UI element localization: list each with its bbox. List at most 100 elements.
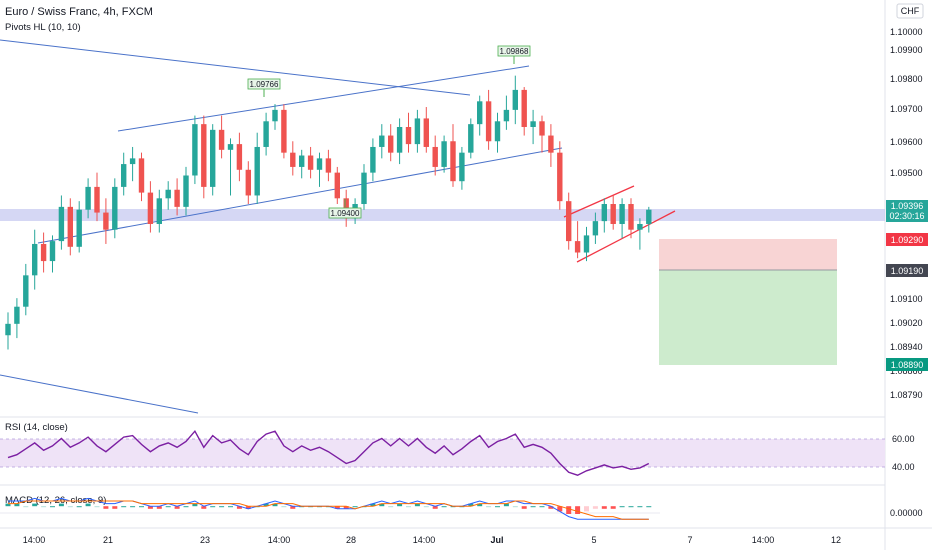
candle-body[interactable] bbox=[405, 126, 412, 145]
candle-body[interactable] bbox=[361, 172, 367, 205]
candle-body[interactable] bbox=[147, 192, 154, 224]
candle-body[interactable] bbox=[76, 209, 82, 247]
wedge-upper-line[interactable] bbox=[563, 185, 635, 218]
candle-body[interactable] bbox=[637, 223, 643, 230]
candle-body[interactable] bbox=[583, 235, 590, 253]
macd-histogram-bar bbox=[23, 506, 29, 508]
candle-body[interactable] bbox=[548, 135, 554, 153]
candle-body[interactable] bbox=[192, 124, 198, 176]
candle-body[interactable] bbox=[307, 155, 314, 170]
price-tick: 1.09800 bbox=[890, 74, 923, 84]
macd-histogram-bar bbox=[575, 506, 581, 514]
trendline-lower[interactable] bbox=[0, 374, 199, 414]
candle-body[interactable] bbox=[245, 169, 251, 196]
candle-body[interactable] bbox=[263, 121, 269, 147]
candle-body[interactable] bbox=[325, 158, 332, 173]
candle-body[interactable] bbox=[121, 164, 127, 187]
candle-body[interactable] bbox=[521, 89, 527, 127]
candle-body[interactable] bbox=[566, 201, 572, 242]
candle-body[interactable] bbox=[40, 243, 47, 262]
candle-body[interactable] bbox=[112, 186, 118, 230]
candle-body[interactable] bbox=[281, 109, 287, 153]
candle-body[interactable] bbox=[628, 204, 634, 230]
macd-histogram-bar bbox=[406, 506, 411, 508]
currency-button[interactable] bbox=[896, 3, 924, 19]
candle-body[interactable] bbox=[272, 109, 278, 122]
candle-body[interactable] bbox=[468, 124, 474, 153]
candle-body[interactable] bbox=[32, 243, 38, 276]
macd-histogram-bar bbox=[468, 503, 474, 507]
candle-body[interactable] bbox=[290, 152, 296, 167]
candle-body[interactable] bbox=[14, 306, 20, 324]
candle-body[interactable] bbox=[210, 129, 216, 187]
price-tick: 1.09100 bbox=[890, 294, 923, 304]
target-price-badge: 1.08890 bbox=[886, 358, 928, 371]
candle-body[interactable] bbox=[592, 221, 599, 236]
candle-body[interactable] bbox=[619, 204, 625, 224]
candle-body[interactable] bbox=[414, 118, 421, 145]
stop-loss-zone[interactable] bbox=[659, 239, 837, 270]
candle-body[interactable] bbox=[432, 146, 438, 167]
candle-body[interactable] bbox=[254, 146, 260, 196]
candle-body[interactable] bbox=[441, 141, 447, 167]
chart-title: Euro / Swiss Franc, 4h, FXCM bbox=[5, 6, 153, 18]
macd-histogram-bar bbox=[103, 506, 109, 509]
wedge-lower-line[interactable] bbox=[576, 210, 676, 263]
candle-body[interactable] bbox=[5, 323, 11, 336]
trendline-channel-bottom[interactable] bbox=[37, 147, 563, 244]
candle-body[interactable] bbox=[477, 101, 483, 125]
candle-body[interactable] bbox=[236, 144, 243, 170]
take-profit-zone[interactable] bbox=[659, 270, 837, 365]
candle-body[interactable] bbox=[201, 124, 207, 187]
candle-body[interactable] bbox=[530, 121, 536, 127]
trendline-channel-top[interactable] bbox=[117, 65, 530, 132]
macd-histogram-bar bbox=[245, 506, 251, 509]
candle-body[interactable] bbox=[485, 101, 492, 142]
candle-body[interactable] bbox=[334, 172, 340, 199]
price-tick: 1.09020 bbox=[890, 318, 923, 328]
candle-body[interactable] bbox=[174, 189, 180, 207]
candle-body[interactable] bbox=[370, 146, 376, 173]
time-tick: 14:00 bbox=[752, 535, 775, 545]
candle-body[interactable] bbox=[512, 89, 518, 110]
candle-body[interactable] bbox=[165, 189, 171, 199]
candle-body[interactable] bbox=[23, 275, 29, 307]
candle-body[interactable] bbox=[138, 158, 145, 193]
candle-body[interactable] bbox=[574, 241, 581, 253]
candle-body[interactable] bbox=[557, 152, 563, 202]
candle-body[interactable] bbox=[503, 109, 510, 122]
candle-body[interactable] bbox=[227, 144, 234, 150]
candle-body[interactable] bbox=[58, 206, 65, 242]
svg-text:1.09290: 1.09290 bbox=[891, 235, 924, 245]
candle-body[interactable] bbox=[646, 209, 652, 224]
candle-body[interactable] bbox=[459, 152, 465, 182]
candle-body[interactable] bbox=[396, 126, 403, 153]
trendline-upper-descending[interactable] bbox=[0, 39, 471, 96]
stop-price-badge: 1.09290 bbox=[886, 233, 928, 246]
candle-body[interactable] bbox=[49, 241, 56, 262]
candle-body[interactable] bbox=[156, 198, 162, 224]
candle-body[interactable] bbox=[316, 158, 323, 170]
candle-body[interactable] bbox=[218, 129, 225, 150]
rsi-line bbox=[7, 429, 650, 476]
candle-body[interactable] bbox=[379, 135, 385, 147]
candle-body[interactable] bbox=[610, 204, 616, 224]
candle-body[interactable] bbox=[94, 186, 100, 213]
candle-body[interactable] bbox=[183, 175, 189, 207]
candle-body[interactable] bbox=[85, 186, 91, 210]
candle-body[interactable] bbox=[601, 204, 607, 222]
candle-body[interactable] bbox=[423, 118, 429, 147]
candle-body[interactable] bbox=[67, 206, 73, 247]
candle-body[interactable] bbox=[494, 121, 501, 142]
candle-body[interactable] bbox=[539, 121, 545, 136]
price-tick: 1.09500 bbox=[890, 168, 923, 178]
price-tick: 1.09700 bbox=[890, 104, 923, 114]
candle-body[interactable] bbox=[450, 141, 456, 182]
candle-body[interactable] bbox=[129, 158, 136, 165]
time-axis[interactable]: 14:00 21 23 14:00 28 14:00 Jul 5 7 14:00… bbox=[23, 535, 841, 545]
candle-body[interactable] bbox=[103, 212, 109, 230]
support-zone[interactable] bbox=[0, 209, 885, 221]
candle-body[interactable] bbox=[299, 155, 305, 167]
candle-body[interactable] bbox=[388, 135, 394, 153]
